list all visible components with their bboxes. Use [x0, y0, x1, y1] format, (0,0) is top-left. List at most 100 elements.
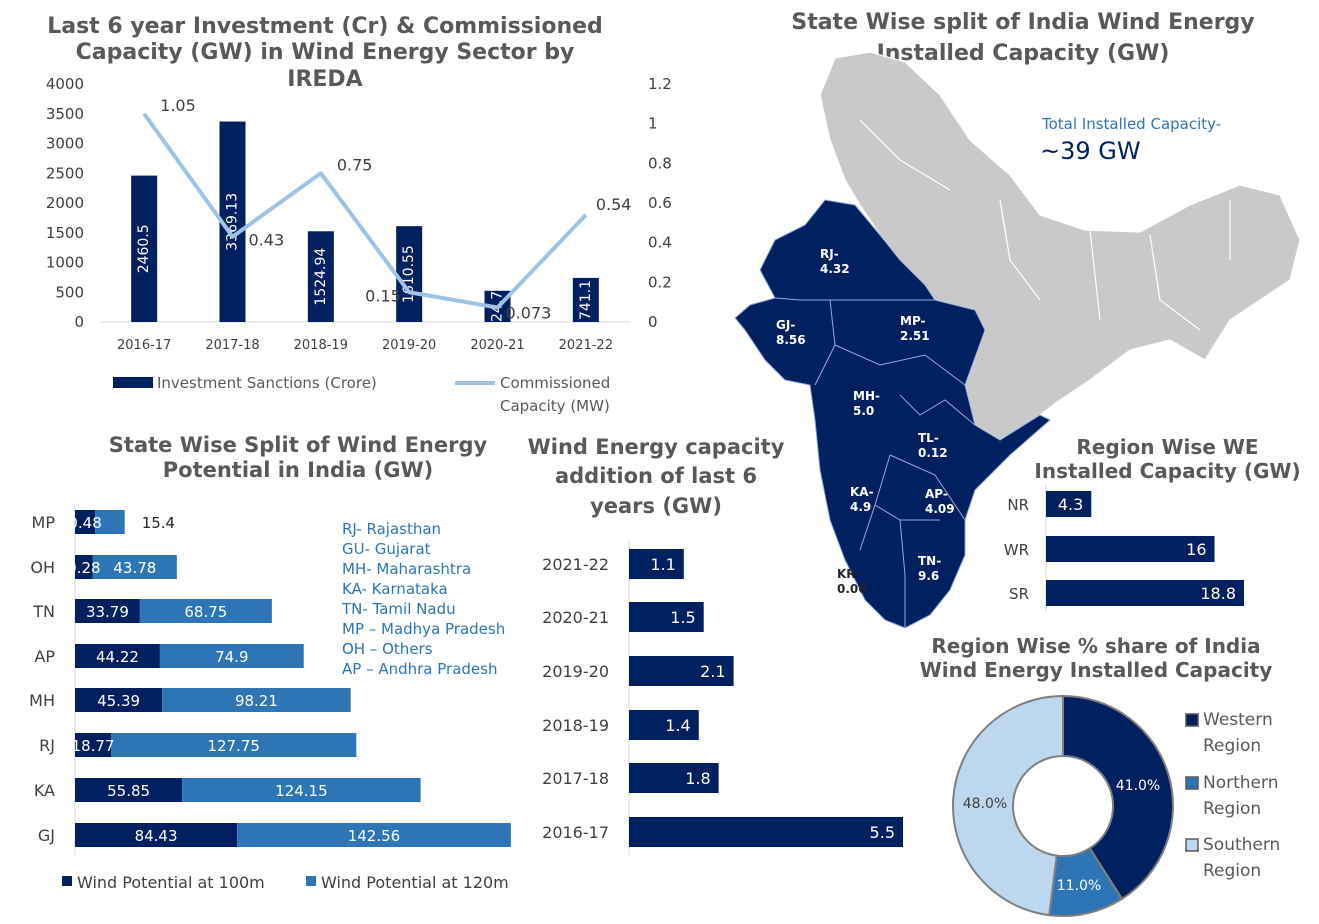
legend-swatch [1185, 838, 1199, 852]
potential-100m-label: 9.28 [67, 559, 100, 577]
potential-120m-label: 98.21 [235, 692, 278, 710]
y2-tick-label: 0.2 [648, 273, 672, 291]
capacity-addition-title: Wind Energy capacity addition of last 6 … [527, 435, 785, 518]
x-tick-label: 2017-18 [205, 338, 259, 353]
legend-label: Southern [1203, 835, 1280, 855]
capacity-bar-label: 2.1 [700, 662, 725, 681]
map-state-code: AP- [925, 487, 948, 501]
potential-100m-bar [75, 688, 163, 712]
y-tick-label: 500 [55, 283, 84, 301]
map-state-code: MP- [900, 314, 926, 328]
potential-120m-bar [162, 688, 351, 712]
legend-100m-swatch [62, 876, 72, 886]
map-state-value: 5.0 [853, 404, 874, 418]
potential-100m-bar [75, 510, 96, 534]
potential-120m-label: 74.9 [215, 648, 248, 666]
potential-120m-bar [95, 510, 125, 534]
legend-swatch [1185, 713, 1199, 727]
y2-tick-label: 1.2 [648, 75, 672, 93]
category-label: 2019-20 [542, 662, 609, 681]
region-bar-label: 4.3 [1058, 495, 1083, 514]
investment-bar-label: 2460.5 [136, 224, 152, 273]
capacity-bar-label: 1.1 [650, 555, 675, 574]
y-tick-label: 2000 [46, 194, 84, 212]
abbr-item: KA- Karnataka [342, 580, 448, 598]
map-title: State Wise split of India Wind Energy In… [791, 10, 1255, 66]
map-state-code: GJ- [776, 318, 795, 332]
commissioned-label: 1.05 [160, 96, 196, 115]
potential-120m-label: 124.15 [275, 782, 328, 800]
category-label: 2018-19 [542, 716, 609, 735]
capacity-bar [629, 710, 699, 740]
investment-bar [572, 277, 599, 322]
abbr-item: MP – Madhya Pradesh [342, 620, 506, 638]
potential-100m-label: 33.79 [86, 603, 129, 621]
category-label: SR [1009, 585, 1029, 603]
potential-120m-bar [139, 599, 272, 623]
capacity-bar-label: 1.8 [685, 769, 710, 788]
potential-120m-bar [111, 733, 357, 757]
commissioned-label: 0.54 [596, 195, 632, 214]
x-tick-label: 2018-19 [294, 338, 348, 353]
donut-slice-label: 11.0% [1057, 878, 1101, 894]
potential-120m-bar [159, 644, 304, 668]
capacity-bar [629, 549, 684, 579]
x-tick-label: 2016-17 [117, 338, 171, 353]
state-abbreviation-list: RJ- Rajasthan GU- Gujarat MH- Maharashtr… [342, 519, 505, 679]
capacity-bar [629, 602, 704, 632]
donut-slice-label: 48.0% [963, 796, 1007, 812]
abbr-item: MH- Maharashtra [342, 560, 472, 578]
potential-100m-bar [75, 599, 140, 623]
potential-120m-label: 142.56 [348, 827, 401, 845]
region-bar-label: 18.8 [1200, 584, 1236, 603]
category-label: 2020-21 [542, 608, 609, 627]
legend-commissioned-label: Capacity (MW) [500, 397, 610, 415]
potential-120m-bar [92, 555, 177, 579]
x-tick-label: 2021-22 [559, 338, 613, 353]
potential-100m-label: 0.48 [68, 514, 101, 532]
y-tick-label: 1000 [46, 254, 84, 272]
category-label: KA [34, 781, 55, 800]
abbr-item: RJ- Rajasthan [342, 520, 442, 538]
category-label: 2016-17 [542, 823, 609, 842]
region-bar [1046, 580, 1244, 606]
commissioned-label: 0.073 [506, 304, 552, 323]
y2-tick-label: 0 [648, 313, 658, 331]
potential-120m-label: 127.75 [207, 737, 260, 755]
legend-label: Northern [1203, 773, 1278, 793]
map-other-states-border [859, 119, 1231, 331]
y-tick-label: 3000 [46, 135, 84, 153]
investment-bar [396, 226, 423, 322]
map-state-value: 0.06 [837, 582, 867, 596]
map-state-value: 0.12 [918, 446, 948, 460]
potential-120m-label: 68.75 [184, 603, 227, 621]
y-tick-label: 2500 [46, 164, 84, 182]
x-tick-label: 2019-20 [382, 338, 436, 353]
y-tick-label: 3500 [46, 105, 84, 123]
y-tick-label: 4000 [46, 75, 84, 93]
y-tick-label: 1500 [46, 224, 84, 242]
legend-investment-swatch [113, 377, 153, 388]
commissioned-label: 0.15 [365, 286, 401, 305]
abbr-item: TN- Tamil Nadu [342, 600, 456, 618]
x-tick-label: 2020-21 [470, 338, 524, 353]
y2-tick-label: 0.4 [648, 234, 672, 252]
region-bar [1046, 491, 1092, 517]
legend-label: Region [1203, 736, 1261, 756]
potential-100m-bar [75, 778, 183, 802]
map-state-borders [774, 297, 976, 628]
legend-label: Western [1203, 710, 1273, 730]
potential-100m-bar [75, 823, 238, 847]
map-state-value: 4.09 [925, 502, 955, 516]
capacity-bar-label: 5.5 [870, 823, 895, 842]
category-label: NR [1007, 496, 1029, 514]
capacity-bar-label: 1.5 [670, 608, 695, 627]
y-tick-label: 0 [74, 313, 84, 331]
map-state-value: 4.9 [850, 500, 871, 514]
potential-120m-bar [182, 778, 421, 802]
legend-commissioned-label: Commissioned [500, 374, 610, 392]
map-state-value: 2.51 [900, 329, 930, 343]
